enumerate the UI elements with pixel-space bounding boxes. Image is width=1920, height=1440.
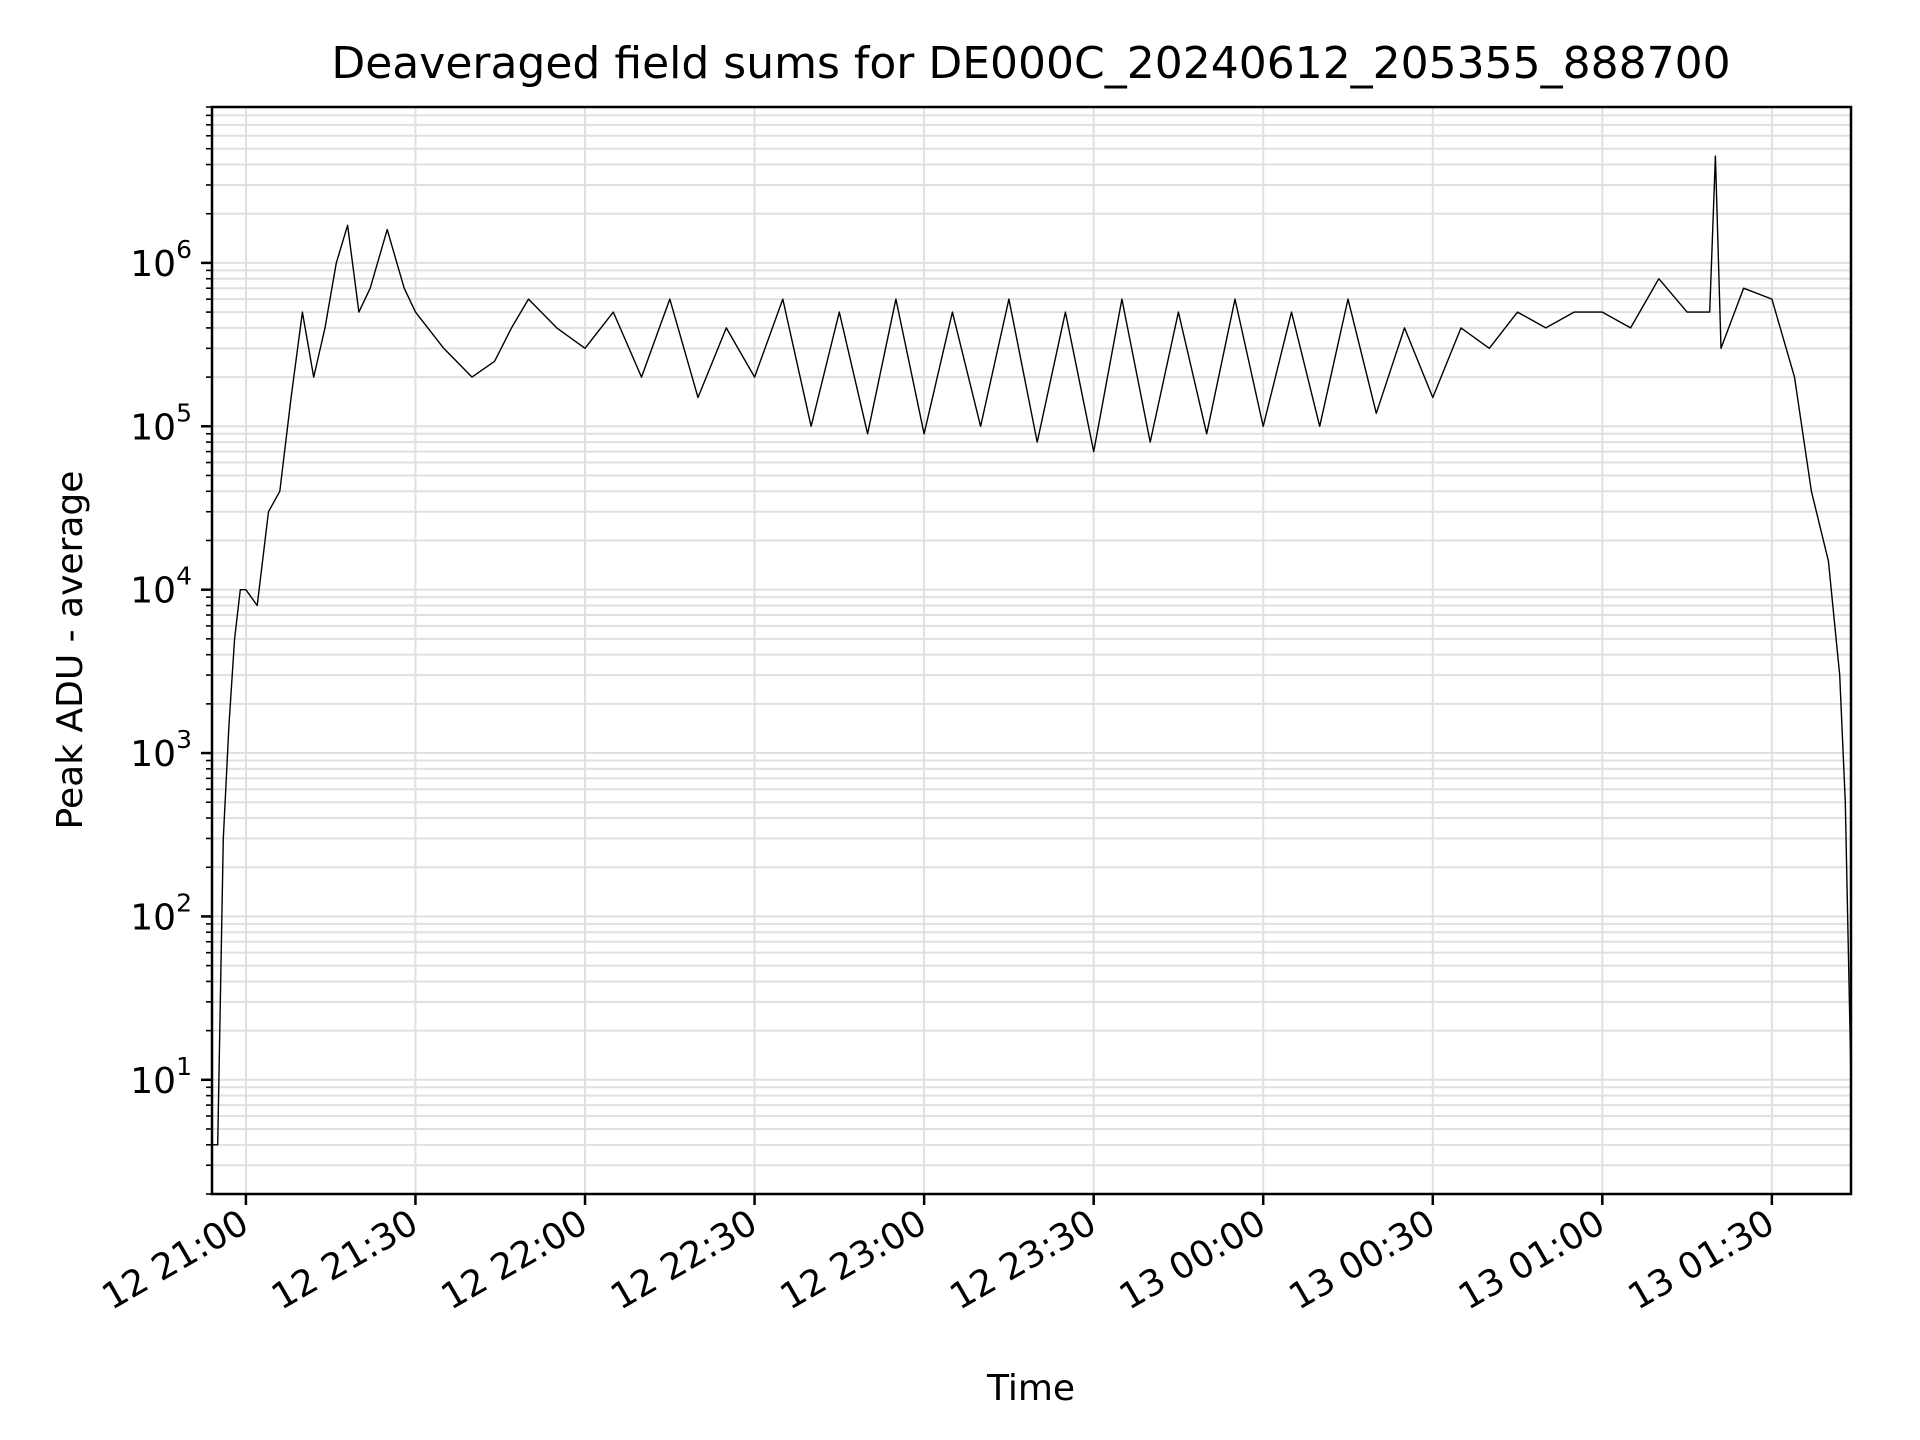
x-tick-label: 12 21:00 [95, 1202, 255, 1318]
x-tick-label: 13 00:00 [1113, 1202, 1273, 1318]
y-tick-label: 104 [130, 562, 192, 612]
y-tick-label: 105 [130, 398, 192, 448]
y-tick-label: 103 [130, 725, 192, 775]
y-axis-label: Peak ADU - average [50, 471, 91, 830]
series-line [212, 155, 1852, 1146]
y-tick-label: 101 [130, 1052, 192, 1102]
x-tick-label: 12 21:30 [265, 1202, 425, 1318]
chart-title: Deaveraged field sums for DE000C_2024061… [331, 38, 1730, 89]
x-tick-label: 12 22:30 [604, 1202, 764, 1318]
x-tick-label: 13 01:00 [1452, 1202, 1612, 1318]
x-axis-label: Time [986, 1368, 1075, 1409]
y-tick-label: 106 [130, 235, 192, 285]
x-tick-label: 12 22:00 [435, 1202, 595, 1318]
x-tick-label: 13 01:30 [1621, 1202, 1781, 1318]
y-tick-label: 102 [130, 888, 192, 938]
x-tick-label: 12 23:30 [943, 1202, 1103, 1318]
plot-frame [210, 105, 1853, 1196]
x-tick-label: 12 23:00 [774, 1202, 934, 1318]
x-tick-label: 13 00:30 [1282, 1202, 1442, 1318]
grid-layer [212, 106, 1851, 1195]
line-layer [212, 155, 1852, 1146]
